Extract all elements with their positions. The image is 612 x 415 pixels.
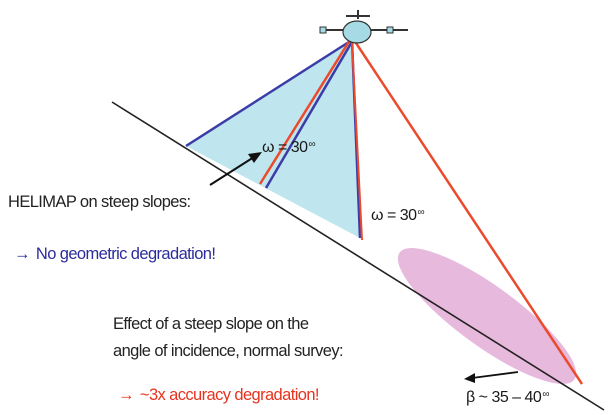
helimap-angle-label: ω = 30∞ <box>262 139 316 156</box>
normal-ray-left <box>258 39 352 185</box>
normal-angle-unit: ∞ <box>417 207 425 218</box>
helimap-ray-center <box>264 39 355 189</box>
helimap-angle-value: ω = 30 <box>262 139 308 156</box>
helimap-caption: HELIMAP on steep slopes: <box>8 193 191 211</box>
helimap-angle-unit: ∞ <box>308 139 316 150</box>
arrow-to-helimap-fan <box>209 152 262 186</box>
slope-line <box>111 101 605 411</box>
arrow-to-slope-angle <box>464 371 519 383</box>
helimap-result-text: No geometric degradation! <box>35 245 216 263</box>
helicopter-icon <box>319 10 408 44</box>
normal-angle-value: ω = 30 <box>371 207 417 224</box>
slope-angle-unit: ∞ <box>542 389 549 400</box>
slope-angle-label: β ~ 35 – 40∞ <box>466 390 549 406</box>
normal-ray-right <box>352 39 584 385</box>
normal-survey-caption-line2: angle of incidence, normal survey: <box>113 342 344 360</box>
normal-angle-label: ω = 30∞ <box>371 207 425 224</box>
normal-survey-footprint <box>397 248 577 384</box>
normal-survey-result-text: ~3x accuracy degradation! <box>139 386 320 404</box>
normal-survey-result: → ~3x accuracy degradation! <box>118 386 320 404</box>
right-arrow-icon: → <box>14 245 31 263</box>
normal-survey-caption-line1: Effect of a steep slope on the <box>113 315 309 333</box>
helimap-result: → No geometric degradation! <box>14 245 216 263</box>
right-arrow-icon: → <box>118 386 135 404</box>
helimap-ray-left <box>185 38 353 148</box>
helimap-field-of-view <box>186 40 360 238</box>
normal-ray-center <box>351 41 363 241</box>
slope-angle-value: β ~ 35 – 40 <box>466 389 542 406</box>
